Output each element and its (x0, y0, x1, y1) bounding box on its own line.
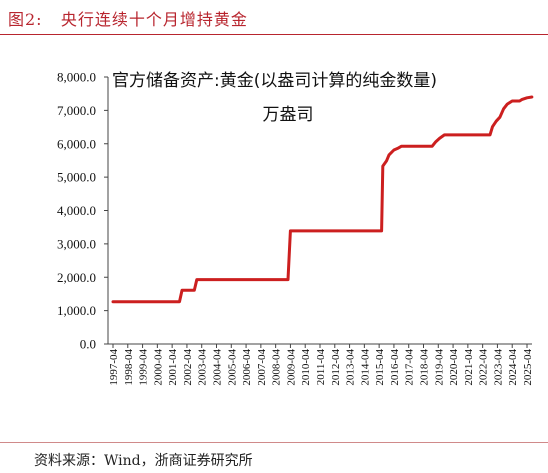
x-tick-label: 2006-04 (241, 349, 253, 386)
x-tick-label: 2020-04 (448, 349, 460, 386)
x-tick-label: 2000-04 (152, 349, 164, 386)
y-tick-label: 5,000.0 (57, 170, 96, 185)
x-tick-label: 2013-04 (345, 349, 357, 386)
figure-label: 图2: (8, 10, 43, 29)
x-tick-label: 2016-04 (389, 349, 401, 386)
x-tick-label: 2010-04 (300, 349, 312, 386)
x-tick-label: 2018-04 (419, 349, 431, 386)
x-tick-label: 1998-04 (123, 349, 135, 386)
x-tick-label: 2024-04 (507, 349, 519, 386)
x-tick-label: 2012-04 (330, 349, 342, 386)
figure-title-text: 央行连续十个月增持黄金 (60, 10, 248, 29)
y-tick-label: 8,000.0 (57, 70, 96, 85)
y-tick-label: 6,000.0 (57, 136, 96, 151)
y-tick-label: 0.0 (80, 337, 96, 352)
x-tick-label: 2008-04 (271, 349, 283, 386)
figure-header: 图2: 央行连续十个月增持黄金 (0, 0, 548, 35)
y-tick-label: 3,000.0 (57, 236, 96, 251)
x-tick-label: 2015-04 (374, 349, 386, 386)
x-tick-label: 1997-04 (108, 349, 120, 386)
x-tick-label: 2007-04 (256, 349, 268, 386)
y-tick-label: 2,000.0 (57, 270, 96, 285)
x-tick-label: 2002-04 (182, 349, 194, 386)
legend-series-name: 万盎司 (263, 105, 314, 125)
x-tick-label: 2003-04 (197, 349, 209, 386)
x-tick-label: 2005-04 (226, 349, 238, 386)
x-tick-label: 2021-04 (463, 349, 475, 386)
x-tick-label: 2001-04 (167, 349, 179, 386)
x-tick-label: 2004-04 (212, 349, 224, 386)
y-tick-label: 4,000.0 (57, 203, 96, 218)
x-tick-label: 2019-04 (433, 349, 445, 386)
x-tick-label: 2009-04 (285, 349, 297, 386)
x-tick-label: 2023-04 (492, 349, 504, 386)
x-tick-label: 2025-04 (522, 349, 534, 386)
figure-source: 资料来源：Wind，浙商证券研究所 (34, 453, 253, 469)
x-tick-label: 1999-04 (138, 349, 150, 386)
y-tick-label: 7,000.0 (57, 103, 96, 118)
x-tick-label: 2014-04 (359, 349, 371, 386)
x-tick-label: 2011-04 (315, 349, 327, 386)
chart-title: 官方储备资产:黄金(以盎司计算的纯金数量) (112, 71, 437, 91)
y-tick-label: 1,000.0 (57, 303, 96, 318)
x-tick-label: 2022-04 (478, 349, 490, 386)
figure-title: 图2: 央行连续十个月增持黄金 (8, 6, 248, 30)
footer-divider (0, 442, 548, 443)
series-line-gold-reserves (111, 95, 534, 304)
x-tick-label: 2017-04 (404, 349, 416, 386)
